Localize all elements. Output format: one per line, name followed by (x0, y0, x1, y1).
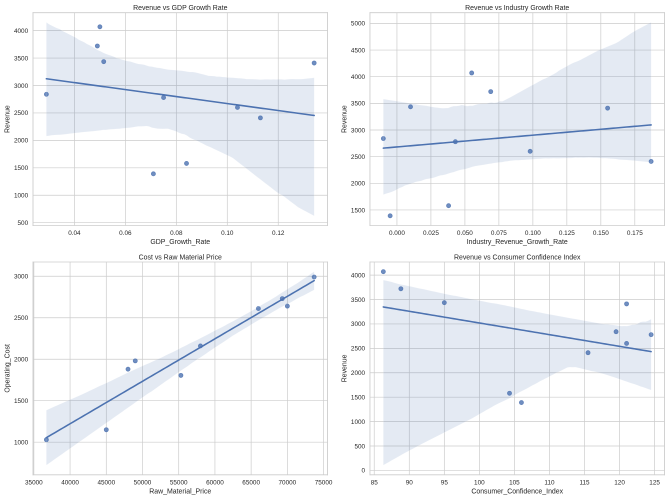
svg-text:GDP_Growth_Rate: GDP_Growth_Rate (150, 239, 210, 246)
svg-text:65000: 65000 (242, 479, 260, 486)
svg-text:100: 100 (474, 479, 485, 486)
svg-text:115: 115 (579, 479, 590, 486)
svg-text:95: 95 (441, 479, 449, 486)
svg-text:2000: 2000 (14, 357, 29, 364)
svg-text:2000: 2000 (14, 138, 29, 145)
svg-text:Revenue vs GDP Growth Rate: Revenue vs GDP Growth Rate (133, 5, 227, 12)
svg-text:85: 85 (371, 479, 379, 486)
svg-text:Consumer_Confidence_Index: Consumer_Confidence_Index (471, 488, 563, 495)
svg-text:90: 90 (406, 479, 414, 486)
svg-text:0.175: 0.175 (627, 230, 643, 237)
svg-text:4000: 4000 (14, 28, 29, 35)
svg-text:0.075: 0.075 (491, 230, 507, 237)
svg-text:3500: 3500 (351, 101, 366, 108)
svg-text:Revenue: Revenue (342, 105, 349, 133)
svg-text:0.025: 0.025 (423, 230, 439, 237)
svg-text:55000: 55000 (170, 479, 188, 486)
svg-text:2500: 2500 (14, 315, 29, 322)
svg-text:Cost vs Raw Material Price: Cost vs Raw Material Price (139, 254, 222, 261)
svg-text:3500: 3500 (351, 297, 366, 304)
svg-text:45000: 45000 (97, 479, 115, 486)
svg-text:0.08: 0.08 (170, 230, 183, 237)
svg-text:40000: 40000 (61, 479, 79, 486)
svg-text:1500: 1500 (14, 165, 29, 172)
svg-text:3000: 3000 (14, 274, 29, 281)
svg-text:0.000: 0.000 (389, 230, 405, 237)
svg-text:125: 125 (649, 479, 660, 486)
svg-text:Revenue: Revenue (342, 354, 349, 382)
svg-text:2000: 2000 (351, 181, 366, 188)
svg-text:1000: 1000 (14, 440, 29, 447)
svg-text:0.050: 0.050 (457, 230, 473, 237)
svg-text:60000: 60000 (206, 479, 224, 486)
svg-text:3000: 3000 (351, 127, 366, 134)
svg-text:120: 120 (614, 479, 625, 486)
svg-text:70000: 70000 (279, 479, 297, 486)
svg-text:0.150: 0.150 (593, 230, 609, 237)
svg-text:1500: 1500 (351, 394, 366, 401)
svg-text:2500: 2500 (351, 154, 366, 161)
svg-text:0.06: 0.06 (119, 230, 132, 237)
svg-text:2500: 2500 (351, 346, 366, 353)
svg-text:Industry_Revenue_Growth_Rate: Industry_Revenue_Growth_Rate (467, 239, 568, 246)
svg-text:4500: 4500 (351, 47, 366, 54)
svg-text:105: 105 (509, 479, 520, 486)
svg-text:35000: 35000 (25, 479, 43, 486)
svg-text:0.125: 0.125 (559, 230, 575, 237)
svg-text:3500: 3500 (14, 55, 29, 62)
svg-text:0: 0 (362, 468, 366, 475)
svg-text:0.10: 0.10 (221, 230, 234, 237)
svg-text:Revenue vs Consumer Confidence: Revenue vs Consumer Confidence Index (454, 254, 581, 261)
svg-text:0.100: 0.100 (525, 230, 541, 237)
svg-text:500: 500 (354, 443, 365, 450)
svg-text:0.04: 0.04 (68, 230, 81, 237)
svg-text:Operating_Cost: Operating_Cost (5, 344, 12, 393)
svg-text:3000: 3000 (351, 321, 366, 328)
svg-text:5000: 5000 (351, 21, 366, 28)
svg-text:1500: 1500 (14, 398, 29, 405)
svg-text:0.12: 0.12 (272, 230, 285, 237)
svg-text:75000: 75000 (315, 479, 333, 486)
svg-text:500: 500 (18, 220, 29, 227)
svg-text:110: 110 (544, 479, 555, 486)
svg-text:4000: 4000 (351, 74, 366, 81)
svg-text:Revenue vs Industry Growth Rat: Revenue vs Industry Growth Rate (465, 5, 569, 12)
svg-text:1000: 1000 (351, 419, 366, 426)
svg-text:3000: 3000 (14, 83, 29, 90)
svg-text:Revenue: Revenue (5, 105, 12, 133)
svg-text:50000: 50000 (134, 479, 152, 486)
svg-text:2500: 2500 (14, 110, 29, 117)
svg-text:2000: 2000 (351, 370, 366, 377)
svg-text:1000: 1000 (14, 193, 29, 200)
svg-text:1500: 1500 (351, 207, 366, 214)
svg-text:Raw_Material_Price: Raw_Material_Price (149, 488, 211, 495)
svg-text:4000: 4000 (351, 272, 366, 279)
